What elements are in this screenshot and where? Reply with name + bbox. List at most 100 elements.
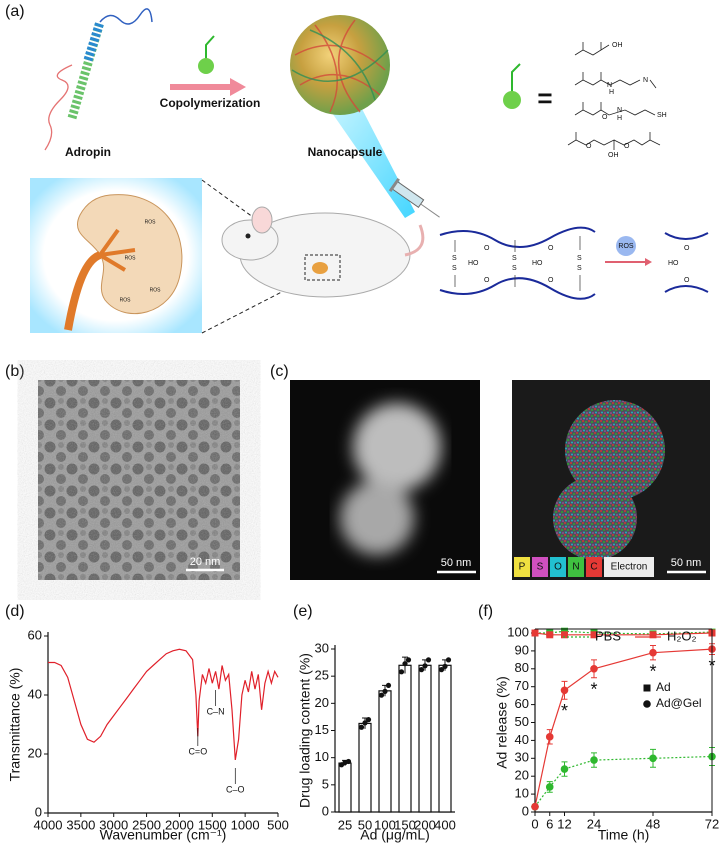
x-tick-label: 200 — [414, 817, 436, 832]
syringe — [388, 177, 440, 218]
marker — [545, 783, 554, 791]
x-tick-label: 1500 — [198, 817, 227, 832]
data-point — [422, 663, 428, 669]
data-point — [438, 667, 445, 673]
x-tick-label: 0 — [531, 816, 538, 831]
bar — [378, 690, 392, 813]
significance: * — [649, 662, 656, 682]
bar — [358, 722, 372, 813]
sulfur: S — [577, 265, 582, 272]
oxygen: O — [484, 277, 490, 284]
chem-label: O — [624, 143, 630, 150]
label-process: Copolymerization — [160, 96, 261, 110]
sulfur: S — [512, 255, 517, 262]
y-axis-label: Transmittance (%) — [7, 668, 23, 782]
eds-particles — [553, 400, 665, 560]
y-tick-label: 100 — [507, 624, 529, 639]
x-tick-label: 6 — [546, 816, 553, 831]
bar — [398, 664, 412, 813]
y-tick-label: 90 — [515, 642, 529, 657]
eds-legend-label: Electron — [611, 562, 648, 573]
tem-noise — [38, 380, 240, 580]
arrow — [170, 78, 246, 96]
sulfur: S — [577, 255, 582, 262]
sulfur: S — [452, 265, 457, 272]
x-tick-label: 100 — [374, 817, 396, 832]
legend-marker — [643, 700, 651, 708]
scale-label: 50 nm — [441, 557, 472, 569]
x-tick-label: 50 — [358, 817, 372, 832]
y-tick-label: 30 — [515, 750, 529, 765]
bar — [438, 664, 452, 813]
y-tick-label: 80 — [515, 660, 529, 675]
y-tick-label: 30 — [315, 640, 329, 655]
chem-label: N — [617, 107, 622, 114]
y-tick-label: 15 — [315, 722, 329, 737]
oxygen: O — [684, 277, 690, 284]
hydroxyl: HO — [668, 260, 679, 267]
ros-bubble — [616, 236, 636, 256]
data-point — [405, 657, 412, 663]
data-point — [425, 657, 432, 663]
ros-label: ROS — [120, 297, 132, 303]
panel-label: (c) — [270, 363, 289, 380]
annotation: C–O — [226, 784, 245, 794]
x-axis-label: Time (h) — [598, 827, 650, 843]
y-tick-label: 20 — [28, 745, 42, 760]
marker — [590, 665, 598, 673]
release-line — [534, 648, 713, 807]
y-axis-label: Drug loading content (%) — [297, 653, 313, 808]
oxygen: O — [484, 245, 490, 252]
y-tick-label: 40 — [515, 732, 529, 747]
helix — [67, 8, 153, 120]
chem-label: H — [609, 89, 614, 96]
oxygen: O — [684, 245, 690, 252]
chem-label: OH — [612, 42, 623, 49]
data-point — [418, 667, 425, 673]
chem-label: SH — [657, 112, 667, 119]
data-point — [402, 661, 408, 667]
sulfur: S — [512, 265, 517, 272]
eds-legend-label: P — [519, 562, 526, 573]
y-tick-label: 60 — [515, 696, 529, 711]
data-point — [398, 669, 405, 675]
data-point — [345, 758, 352, 765]
marker — [590, 756, 598, 764]
oxygen: O — [548, 277, 554, 284]
legend-label: H₂O₂ — [667, 628, 697, 643]
scale-label: 50 nm — [671, 557, 702, 569]
y-tick-label: 60 — [28, 627, 42, 642]
marker — [531, 629, 539, 637]
y-tick-label: 10 — [515, 786, 529, 801]
data-point — [442, 663, 448, 669]
x-tick-label: 1000 — [231, 817, 260, 832]
marker — [545, 733, 554, 741]
y-tick-label: 25 — [315, 668, 329, 683]
panel-label: (b) — [5, 363, 25, 380]
eds-legend-label: C — [590, 562, 597, 573]
mouse — [221, 206, 425, 298]
data-point — [382, 688, 388, 694]
y-tick-label: 10 — [315, 749, 329, 764]
marker — [561, 627, 568, 635]
legend-label: PBS — [595, 628, 621, 643]
eds-legend — [514, 557, 654, 577]
panel-label: (f) — [478, 603, 493, 620]
y-tick-label: 40 — [28, 686, 42, 701]
legend-label: Ad — [656, 680, 671, 694]
x-tick-label: 25 — [338, 817, 352, 832]
significance: * — [590, 680, 597, 700]
chem-label: O — [586, 143, 592, 150]
legend-marker — [643, 684, 651, 692]
data-point — [362, 720, 368, 726]
x-tick-label: 150 — [394, 817, 416, 832]
x-axis-label: Ad (μg/mL) — [360, 827, 430, 843]
panel-label: (e) — [293, 603, 313, 620]
x-tick-label: 12 — [557, 816, 571, 831]
marker — [590, 631, 598, 639]
nanocapsule — [290, 15, 390, 115]
x-tick-label: 3500 — [66, 817, 95, 832]
x-tick-label: 24 — [587, 816, 601, 831]
y-tick-label: 5 — [322, 776, 329, 791]
